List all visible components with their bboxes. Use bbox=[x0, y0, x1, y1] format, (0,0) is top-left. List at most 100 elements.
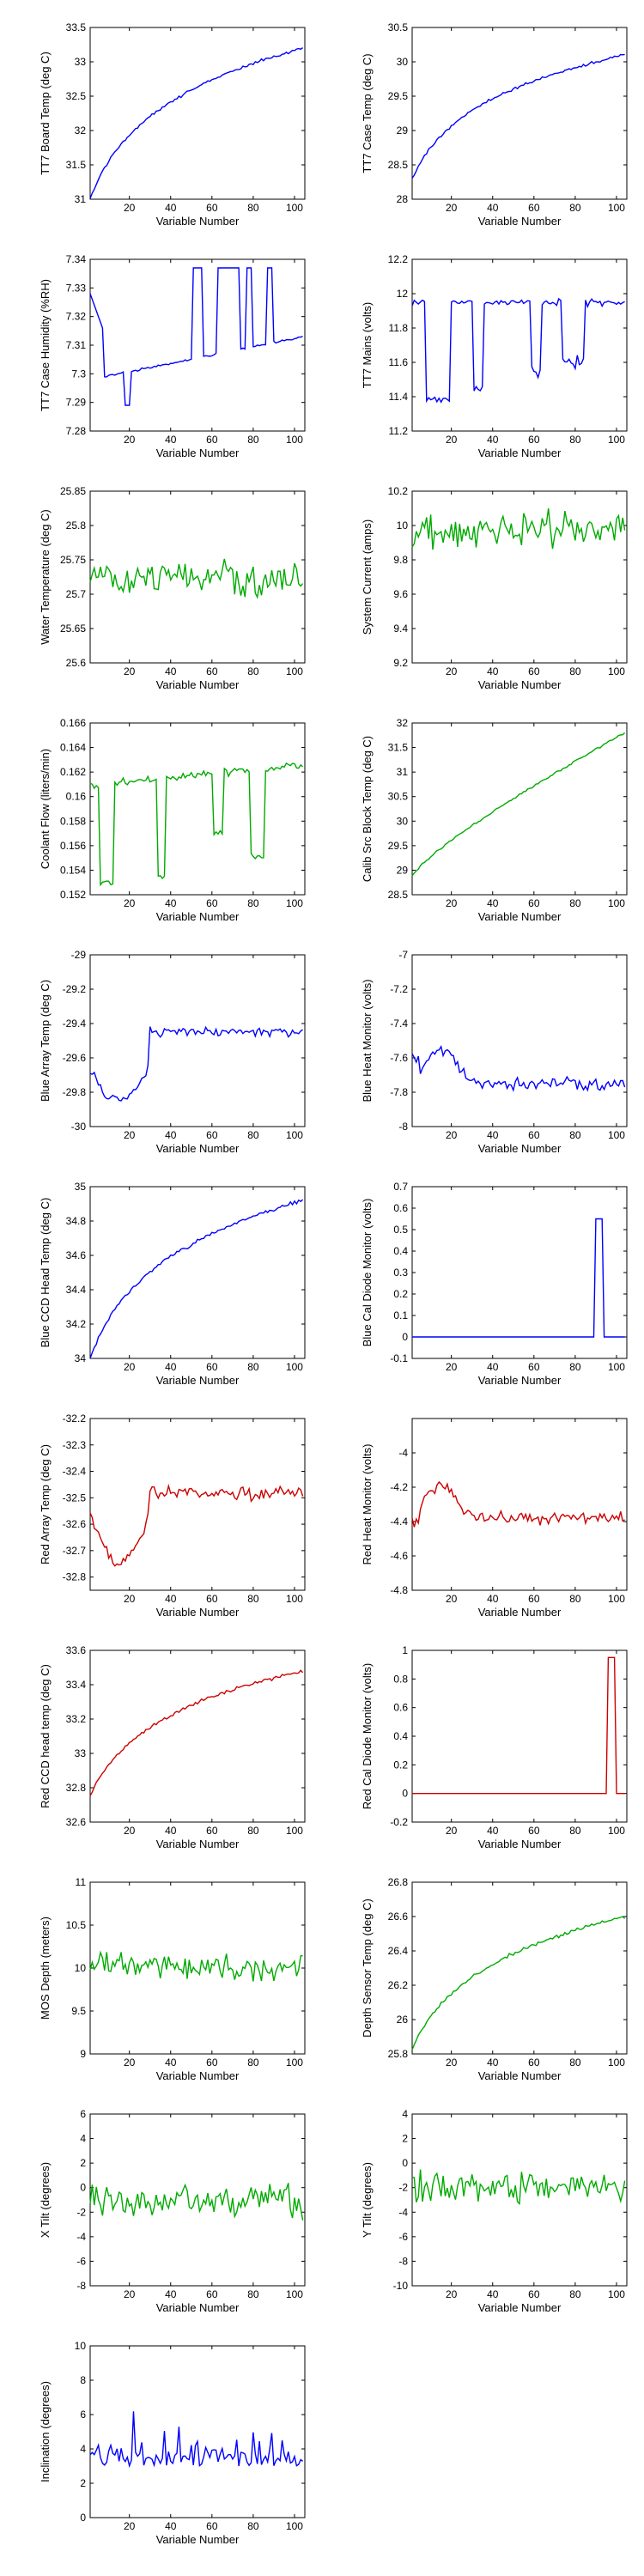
x-axis-label: Variable Number bbox=[156, 910, 240, 923]
y-tick-label: 7.29 bbox=[66, 397, 87, 409]
y-tick-label: 2 bbox=[402, 2133, 408, 2145]
x-tick-label: 20 bbox=[124, 2288, 136, 2300]
y-tick-label: 29 bbox=[397, 125, 409, 137]
y-tick-label: 6 bbox=[80, 2108, 86, 2120]
series-line bbox=[89, 2411, 304, 2469]
plot-frame bbox=[89, 2345, 306, 2518]
y-tick-label: 34.2 bbox=[66, 1318, 87, 1330]
y-tick-label: 30 bbox=[397, 815, 409, 827]
y-tick-label: 32.6 bbox=[66, 1816, 87, 1828]
y-tick-label: 32 bbox=[75, 125, 87, 137]
y-tick-label: 26.4 bbox=[388, 1945, 409, 1957]
x-tick-label: 60 bbox=[206, 1825, 218, 1837]
chart-panel: 20 40 60 80 100 -30 -29.8 -29.6 -29.4 -29.2 -29 Var… bbox=[39, 949, 306, 1155]
x-tick-label: 20 bbox=[446, 1825, 458, 1837]
y-tick-label: -2 bbox=[76, 2206, 86, 2218]
x-axis-label: Variable Number bbox=[478, 1838, 562, 1850]
plot-frame bbox=[411, 1881, 628, 2055]
series-line bbox=[89, 2183, 304, 2221]
series-line bbox=[411, 2169, 626, 2206]
x-axis-label: Variable Number bbox=[478, 678, 562, 691]
x-tick-label: 100 bbox=[286, 1593, 303, 1605]
y-tick-label: 33.5 bbox=[66, 21, 87, 33]
y-tick-label: 11.8 bbox=[389, 322, 409, 334]
x-tick-label: 40 bbox=[487, 2057, 499, 2069]
x-tick-label: 100 bbox=[286, 2520, 303, 2532]
x-axis-label: Variable Number bbox=[156, 447, 240, 459]
x-tick-label: 20 bbox=[124, 665, 136, 677]
x-tick-label: 100 bbox=[608, 1593, 625, 1605]
series-line bbox=[411, 297, 625, 404]
y-tick-label: -32.4 bbox=[63, 1466, 87, 1478]
y-tick-label: 11 bbox=[76, 1876, 87, 1888]
x-axis-label: Variable Number bbox=[478, 215, 562, 228]
chart-panel: 20 40 60 80 100 34 34.2 34.4 34.6 34.8 35 Variable … bbox=[39, 1181, 306, 1387]
y-tick-label: -0.1 bbox=[390, 1352, 408, 1364]
chart-panel: 20 40 60 80 100 32.6 32.8 33 33.2 33.4 33.6 Variabl… bbox=[39, 1644, 306, 1850]
y-tick-label: 0.7 bbox=[393, 1181, 408, 1193]
x-tick-label: 20 bbox=[446, 434, 458, 446]
x-tick-label: 20 bbox=[124, 1361, 136, 1373]
x-tick-label: 100 bbox=[608, 1129, 625, 1141]
y-axis-label: Blue Heat Monitor (volts) bbox=[361, 979, 374, 1102]
x-axis-label: Variable Number bbox=[156, 678, 240, 691]
y-tick-label: -8 bbox=[398, 1121, 408, 1133]
x-tick-label: 40 bbox=[165, 1129, 177, 1141]
plot-frame bbox=[89, 1418, 306, 1591]
chart-panel: 20 40 60 80 100 28 28.5 29 29.5 30 30.5 Variable Nu… bbox=[361, 21, 628, 228]
series-line bbox=[411, 53, 625, 179]
y-tick-label: 33 bbox=[75, 1747, 87, 1759]
x-tick-label: 60 bbox=[528, 1129, 540, 1141]
y-tick-label: 8 bbox=[80, 2374, 86, 2386]
y-tick-label: 7.34 bbox=[66, 253, 87, 265]
x-tick-label: 40 bbox=[165, 1825, 177, 1837]
chart-panel: 20 40 60 80 100 7.28 7.29 7.3 7.31 7.32 7.33 7.34 Va… bbox=[39, 253, 306, 459]
y-axis-label: MOS Depth (meters) bbox=[39, 1917, 52, 2020]
plot-frame bbox=[89, 722, 306, 896]
y-tick-label: 29.5 bbox=[388, 90, 409, 102]
y-tick-label: 25.75 bbox=[60, 554, 86, 566]
x-axis-label: Variable Number bbox=[156, 1374, 240, 1387]
x-tick-label: 20 bbox=[446, 2057, 458, 2069]
plot-frame bbox=[89, 258, 306, 432]
x-tick-label: 80 bbox=[247, 897, 259, 909]
y-tick-label: -4.6 bbox=[390, 1550, 408, 1562]
y-tick-label: 26.6 bbox=[388, 1911, 409, 1923]
x-tick-label: 80 bbox=[569, 2288, 581, 2300]
y-axis-label: Coolant Flow (liters/min) bbox=[39, 749, 52, 869]
x-axis-label: Variable Number bbox=[478, 447, 562, 459]
plot-frame bbox=[411, 1649, 628, 1823]
y-tick-label: 32.8 bbox=[66, 1782, 87, 1794]
chart-panel: 20 40 60 80 100 -8 -7.8 -7.6 -7.4 -7.2 -7 Variable … bbox=[361, 949, 628, 1155]
y-tick-label: -32.8 bbox=[63, 1571, 87, 1583]
y-tick-label: 0.8 bbox=[393, 1673, 408, 1685]
y-tick-label: 10.5 bbox=[66, 1919, 87, 1931]
y-tick-label: 0.4 bbox=[393, 1245, 408, 1257]
x-tick-label: 80 bbox=[247, 434, 259, 446]
x-tick-label: 20 bbox=[124, 897, 136, 909]
x-tick-label: 40 bbox=[487, 897, 499, 909]
x-tick-label: 100 bbox=[608, 665, 625, 677]
x-axis-label: Variable Number bbox=[156, 1838, 240, 1850]
x-tick-label: 100 bbox=[608, 897, 625, 909]
y-tick-label: 28 bbox=[397, 193, 409, 205]
x-tick-label: 40 bbox=[487, 665, 499, 677]
plot-frame bbox=[89, 954, 306, 1127]
y-tick-label: -29 bbox=[71, 949, 87, 961]
y-axis-label: Calib Src Block Temp (deg C) bbox=[361, 736, 374, 882]
x-tick-label: 100 bbox=[608, 434, 625, 446]
series-line bbox=[411, 508, 626, 550]
y-axis-label: Red Array Temp (deg C) bbox=[39, 1444, 52, 1564]
y-tick-label: 4 bbox=[80, 2133, 86, 2145]
plot-frame bbox=[89, 1881, 306, 2055]
x-tick-label: 100 bbox=[608, 2057, 625, 2069]
chart-panel: 20 40 60 80 100 31 31.5 32 32.5 33 33.5 Variable Nu… bbox=[39, 21, 306, 228]
x-tick-label: 40 bbox=[487, 1361, 499, 1373]
x-axis-label: Variable Number bbox=[156, 1606, 240, 1619]
y-axis-label: TT7 Case Humidity (%RH) bbox=[39, 279, 52, 411]
x-tick-label: 20 bbox=[446, 1593, 458, 1605]
y-tick-label: 0 bbox=[402, 1331, 408, 1343]
x-tick-label: 40 bbox=[487, 202, 499, 214]
x-axis-label: Variable Number bbox=[478, 910, 562, 923]
y-axis-label: Red Cal Diode Monitor (volts) bbox=[361, 1663, 374, 1810]
